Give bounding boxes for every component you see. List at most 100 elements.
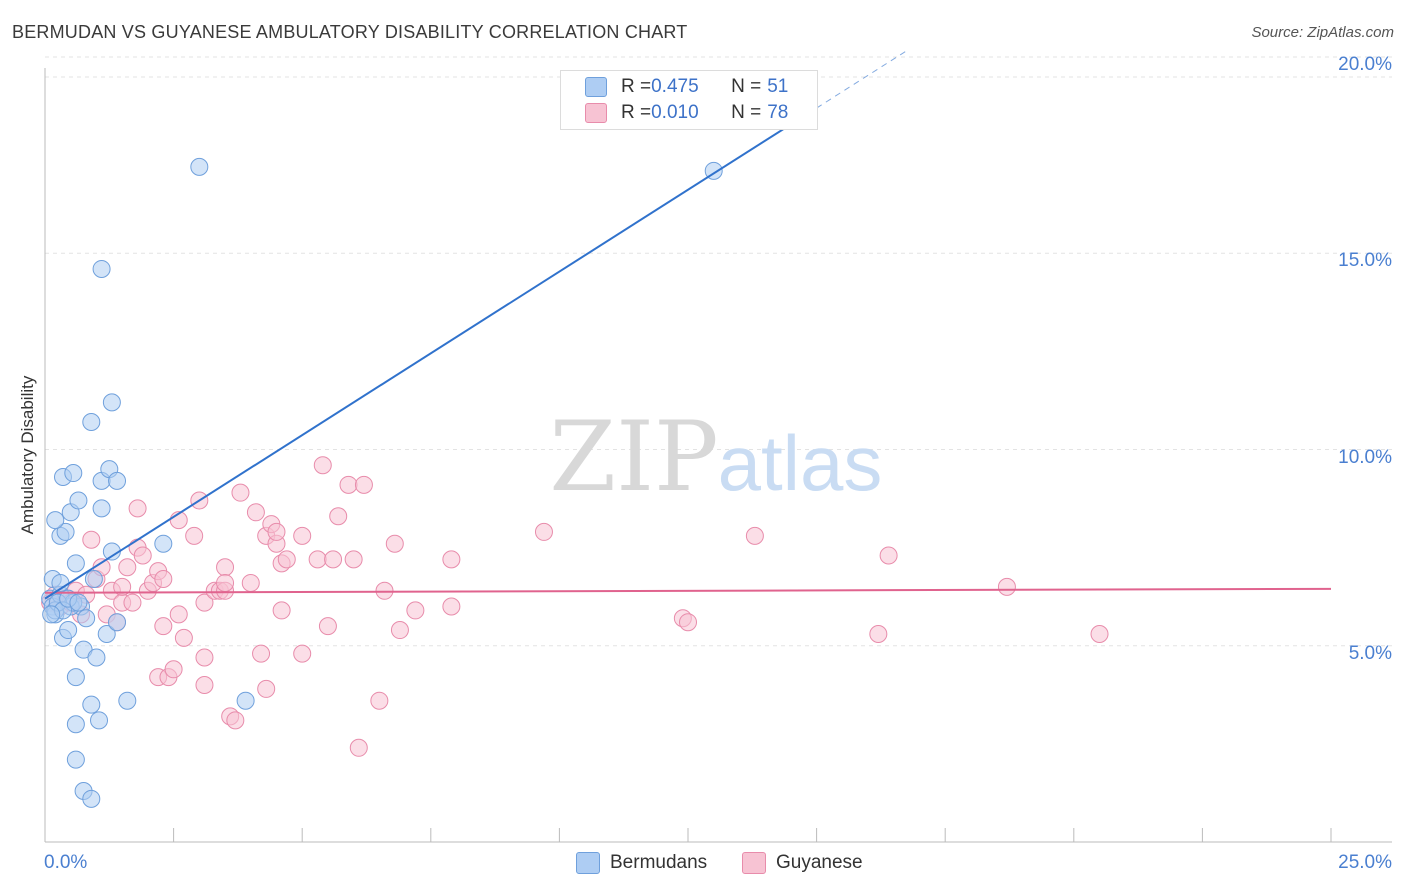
point-bermudans <box>92 499 111 518</box>
point-guyanese <box>277 550 296 569</box>
point-guyanese <box>113 577 132 596</box>
legend-swatch-blue <box>585 77 607 97</box>
point-guyanese <box>226 711 245 730</box>
point-guyanese <box>354 475 373 494</box>
point-bermudans <box>69 491 88 510</box>
point-guyanese <box>241 573 260 592</box>
y-axis-label: Ambulatory Disability <box>18 375 37 535</box>
point-guyanese <box>679 613 697 632</box>
point-guyanese <box>164 660 183 679</box>
axes <box>44 68 1392 843</box>
point-bermudans <box>108 613 127 632</box>
point-guyanese <box>329 507 348 526</box>
point-guyanese <box>128 499 147 518</box>
correlation-legend: R = 0.475 N = 51 R = 0.010 N = 78 <box>560 70 818 130</box>
legend-item-guyanese[interactable]: Guyanese <box>742 852 863 874</box>
point-guyanese <box>195 648 214 667</box>
point-guyanese <box>869 624 888 643</box>
point-bermudans <box>82 789 101 808</box>
x-tick-label-max: 25.0% <box>1338 852 1392 873</box>
point-bermudans <box>190 157 209 176</box>
point-bermudans <box>42 605 61 624</box>
point-guyanese <box>879 546 898 565</box>
point-bermudans <box>82 695 101 714</box>
point-guyanese <box>216 558 235 577</box>
point-guyanese <box>293 526 312 545</box>
point-guyanese <box>406 601 425 620</box>
point-guyanese <box>534 522 553 541</box>
point-guyanese <box>1090 624 1109 643</box>
legend-item-bermudans[interactable]: Bermudans <box>576 852 707 874</box>
series-bermudans-points <box>41 157 723 808</box>
point-bermudans <box>59 621 78 640</box>
point-bermudans <box>108 471 127 490</box>
legend-row-bermudans: R = 0.475 N = 51 <box>585 75 788 99</box>
point-bermudans <box>69 593 88 612</box>
legend-r-value: 0.475 <box>651 76 699 97</box>
point-guyanese <box>324 550 343 569</box>
point-bermudans <box>64 464 83 483</box>
point-guyanese <box>123 593 142 612</box>
legend-n-value: 51 <box>767 76 789 97</box>
legend-swatch-bermudans <box>576 852 600 874</box>
trendline-bermudans-extension <box>816 48 910 109</box>
point-bermudans <box>102 393 121 412</box>
grid-lines <box>45 56 1392 647</box>
point-guyanese <box>272 601 291 620</box>
point-guyanese <box>318 617 337 636</box>
point-bermudans <box>56 522 75 541</box>
y-tick-label: 15.0% <box>1338 250 1392 272</box>
point-guyanese <box>745 526 764 545</box>
chart-title: BERMUDAN VS GUYANESE AMBULATORY DISABILI… <box>12 22 688 42</box>
point-guyanese <box>252 644 271 663</box>
point-bermudans <box>154 534 173 553</box>
point-guyanese <box>169 605 188 624</box>
trend-lines <box>44 48 1332 600</box>
point-guyanese <box>997 577 1016 596</box>
point-bermudans <box>77 609 96 628</box>
legend-label-bermudans: Bermudans <box>610 852 708 873</box>
point-guyanese <box>390 621 409 640</box>
point-bermudans <box>97 624 116 643</box>
legend-n-label: N = <box>731 76 762 97</box>
point-bermudans <box>66 750 85 769</box>
point-guyanese <box>344 550 363 569</box>
point-bermudans <box>46 511 65 530</box>
watermark: ZIP atlas <box>549 401 882 513</box>
point-guyanese <box>246 503 265 522</box>
point-bermudans <box>66 715 85 734</box>
y-tick-label: 20.0% <box>1338 54 1392 75</box>
legend-row-guyanese: R = 0.010 N = 78 <box>585 101 788 125</box>
point-bermudans <box>118 691 137 710</box>
legend-label-guyanese: Guyanese <box>776 852 863 873</box>
point-guyanese <box>339 475 358 494</box>
point-guyanese <box>185 526 204 545</box>
series-legend: Bermudans Guyanese <box>0 852 1406 878</box>
point-guyanese <box>370 691 389 710</box>
point-guyanese <box>82 530 101 549</box>
point-bermudans <box>84 570 103 589</box>
point-bermudans <box>82 413 101 432</box>
watermark-atlas: atlas <box>718 419 883 507</box>
point-bermudans <box>92 259 111 278</box>
point-guyanese <box>216 573 235 592</box>
point-bermudans <box>90 711 109 730</box>
point-guyanese <box>308 550 327 569</box>
watermark-zip: ZIP <box>549 401 718 513</box>
point-guyanese <box>267 522 286 541</box>
point-guyanese <box>154 617 173 636</box>
point-guyanese <box>349 738 368 757</box>
point-bermudans <box>66 668 85 687</box>
point-guyanese <box>154 570 173 589</box>
trendline-guyanese <box>44 587 1332 594</box>
x-tick-label-min: 0.0% <box>44 852 88 873</box>
legend-r-value: 0.010 <box>651 102 699 123</box>
point-guyanese <box>195 676 214 694</box>
point-guyanese <box>385 534 404 553</box>
legend-n-label: N = <box>731 102 762 123</box>
point-guyanese <box>313 456 332 475</box>
legend-swatch-pink <box>585 103 607 123</box>
legend-r-label: R = <box>621 76 652 97</box>
point-guyanese <box>231 483 250 502</box>
